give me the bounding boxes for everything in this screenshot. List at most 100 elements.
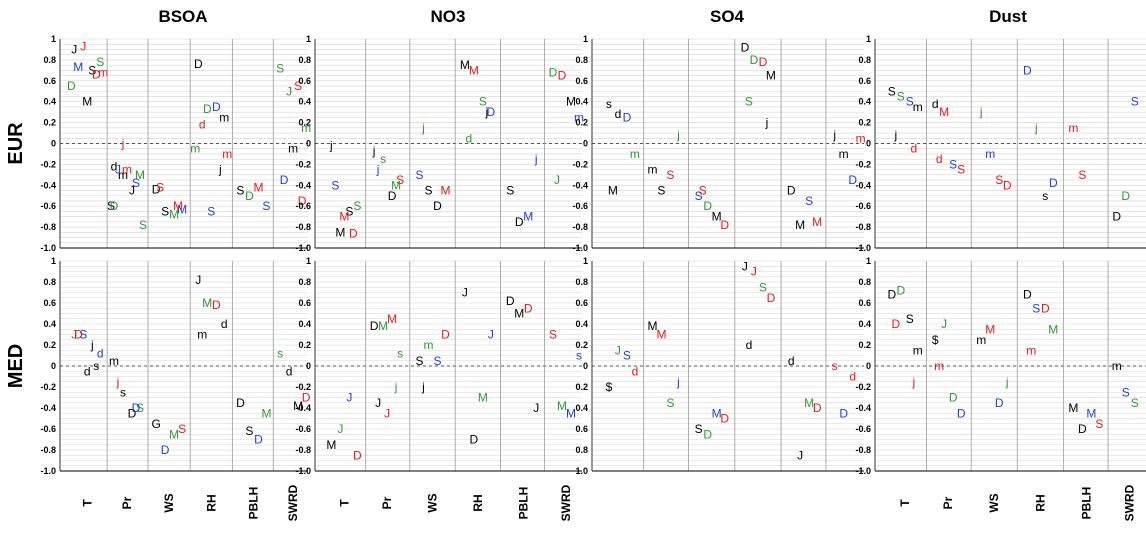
panel-bsoa-med-marker: m <box>197 328 207 342</box>
panel-so4-eur-ytick-label: 0.2 <box>575 118 588 128</box>
category-label-swrd: SWRD <box>1123 484 1137 521</box>
column-title-dust: Dust <box>989 7 1027 26</box>
panel-dust-eur-marker: S <box>995 173 1003 187</box>
panel-no3-eur-ytick-label: 1 <box>306 34 311 44</box>
panel-no3-eur-marker: j <box>376 163 380 177</box>
category-label-swrd: SWRD <box>286 484 300 521</box>
panel-no3-eur-ytick-label: 0.8 <box>298 55 311 65</box>
panel-no3-eur-marker: M <box>335 225 345 239</box>
panel-no3-med-ytick-label: 0.6 <box>298 298 311 308</box>
panel-no3-med-marker: M <box>566 406 576 420</box>
panel-no3-eur-marker: j <box>534 152 538 166</box>
panel-dust-med-marker: m <box>976 333 986 347</box>
panel-bsoa-eur-ytick-label: 0.6 <box>43 76 56 86</box>
panel-so4-med-marker: j <box>676 375 680 389</box>
panel-bsoa-med-marker: s <box>93 359 99 373</box>
panel-bsoa-med-marker: M <box>202 296 212 310</box>
category-label-ws: WS <box>162 493 176 512</box>
column-title-bsoa: BSOA <box>158 7 207 26</box>
panel-bsoa-eur-marker: D <box>280 173 289 187</box>
panel-no3-med-marker: S <box>549 328 557 342</box>
panel-bsoa-eur-marker: M <box>173 199 183 213</box>
panel-no3-med-ytick-label: 0 <box>306 361 311 371</box>
panel-dust-med-ytick-label: 0.8 <box>858 277 871 287</box>
panel-so4-eur-marker: D <box>848 173 857 187</box>
category-label-rh: RH <box>204 494 218 511</box>
panel-dust-eur-marker: S <box>888 84 896 98</box>
panel-so4-eur-ytick-label: -0.2 <box>572 159 588 169</box>
panel-no3-eur-ytick-label: -0.2 <box>295 159 311 169</box>
row-label-med: MED <box>5 344 27 388</box>
panel-no3-med-marker: J <box>346 391 352 405</box>
panel-so4-eur-marker: M <box>766 69 776 83</box>
panel-so4-med-marker: s <box>832 359 838 373</box>
panel-no3-med-marker: s <box>397 346 403 360</box>
panel-dust-eur-marker: d <box>936 152 943 166</box>
panel-no3-eur-marker: S <box>424 184 432 198</box>
panel-dust-eur-ytick-label: -0.4 <box>855 180 871 190</box>
panel-bsoa-med-marker: M <box>261 406 271 420</box>
panel-bsoa-eur-ytick-label: 1 <box>51 34 56 44</box>
panel-bsoa-med-ytick-label: -0.4 <box>40 403 56 413</box>
panel-bsoa-eur-marker: d <box>199 118 206 132</box>
panel-no3-eur-ytick-label: -0.4 <box>295 180 311 190</box>
panel-no3-med-marker: M <box>378 319 388 333</box>
panel-dust-eur-marker: j <box>979 105 983 119</box>
panel-dust-eur-marker: D <box>1023 63 1032 77</box>
panel-so4-eur-ytick-label: 0.8 <box>575 55 588 65</box>
panel-no3-eur-marker: j <box>485 105 489 119</box>
panel-dust-eur-ytick-label: 1 <box>866 34 871 44</box>
panel-bsoa-eur-ytick-label: -0.8 <box>40 222 56 232</box>
panel-so4-med-ytick-label: 0 <box>583 361 588 371</box>
panel-bsoa-eur-marker: D <box>245 189 254 203</box>
panel-bsoa-med-marker: D <box>128 406 137 420</box>
panel-no3-eur-marker: M <box>469 63 479 77</box>
panel-dust-eur-marker: m <box>985 147 995 161</box>
panel-no3-eur-ytick-label: 0 <box>306 139 311 149</box>
panel-dust-med-marker: D <box>1041 301 1050 315</box>
panel-bsoa-eur-marker: D <box>194 57 203 71</box>
panel-bsoa-eur-ytick-label: -0.2 <box>40 159 56 169</box>
panel-no3-eur-ytick-label: 0.6 <box>298 76 311 86</box>
category-label-pr: Pr <box>941 496 955 509</box>
panel-bsoa-med-marker: m <box>109 354 119 368</box>
panel-no3-eur-marker: M <box>339 210 349 224</box>
panel-dust-med-marker: D <box>949 391 958 405</box>
panel-bsoa-med-ytick-label: 0 <box>51 361 56 371</box>
panel-so4-med-marker: D <box>767 291 776 305</box>
panel-dust-eur-marker: M <box>939 105 949 119</box>
panel-dust-med-marker: j <box>911 375 915 389</box>
panel-no3-med-marker: D <box>506 294 515 308</box>
panel-bsoa-eur-ytick-label: 0.8 <box>43 55 56 65</box>
panel-dust-med-marker: m <box>1026 343 1036 357</box>
panel-bsoa-eur-marker: S <box>236 184 244 198</box>
panel-dust-med-ytick-label: -1.0 <box>855 466 871 476</box>
panel-no3-med-marker: S <box>433 354 441 368</box>
panel-bsoa-med-marker: J <box>71 328 77 342</box>
panel-bsoa-eur-marker: D <box>152 182 161 196</box>
panel-bsoa-eur-marker: D <box>92 68 101 82</box>
panel-so4-eur-marker: D <box>750 53 759 67</box>
panel-so4-eur-marker: j <box>765 116 769 130</box>
panel-no3-eur-marker: D <box>388 189 397 203</box>
panel-bsoa-eur-ytick-label: -0.6 <box>40 201 56 211</box>
panel-so4-eur-marker: S <box>699 184 707 198</box>
panel-dust-med-marker: j <box>1005 375 1009 389</box>
panel-bsoa-med-ytick-label: -1.0 <box>40 466 56 476</box>
panel-so4-eur-marker: D <box>787 184 796 198</box>
panel-dust-med-ytick-label: 0.2 <box>858 340 871 350</box>
panel-no3-med-marker: M <box>514 307 524 321</box>
panel-dust-eur-marker: S <box>897 89 905 103</box>
panel-so4-med-marker: J <box>615 343 621 357</box>
panel-no3-eur-marker: D <box>487 105 496 119</box>
panel-dust-eur-marker: D <box>1049 176 1058 190</box>
panel-so4-med-ytick-label: 0.6 <box>575 298 588 308</box>
panel-so4-eur-ytick-label: -0.6 <box>572 201 588 211</box>
panel-so4-eur-ytick-label: 0.6 <box>575 76 588 86</box>
panel-no3-eur-marker: M <box>391 178 401 192</box>
panel-no3-med-marker: S <box>415 354 423 368</box>
category-label-pblh: PBLH <box>246 487 260 520</box>
panel-so4-med-marker: M <box>712 406 722 420</box>
panel-so4-eur-ytick-label: -0.4 <box>572 180 588 190</box>
panel-no3-eur-marker: D <box>558 69 567 83</box>
